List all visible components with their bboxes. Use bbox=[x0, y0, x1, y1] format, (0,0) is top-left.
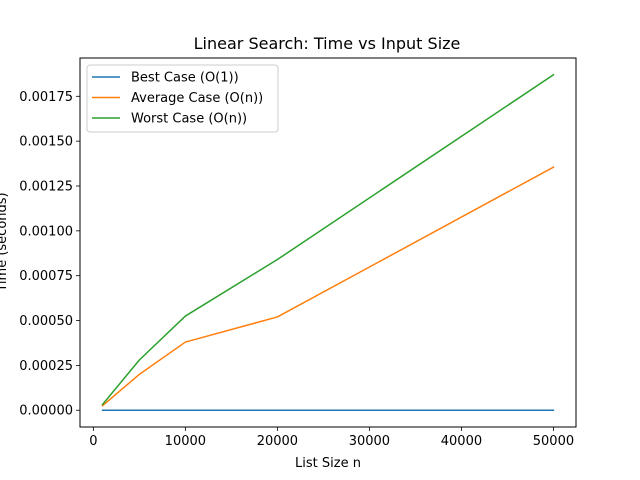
legend: Best Case (O(1)) Average Case (O(n)) Worst… bbox=[86, 64, 279, 133]
legend-label-2: Average Case (O(n)) bbox=[131, 91, 263, 106]
x-tick-label: 40000 bbox=[441, 434, 482, 449]
x-tick-label: 0 bbox=[89, 434, 97, 449]
y-tick-label: 0.00150 bbox=[19, 135, 73, 150]
series-line-3 bbox=[101, 73, 555, 406]
x-tick-label: 10000 bbox=[165, 434, 206, 449]
y-tick-label: 0.00100 bbox=[19, 224, 73, 239]
x-axis-ticks: 0 10000 20000 30000 40000 50000 bbox=[89, 427, 574, 449]
y-axis-label: Time (seconds) bbox=[0, 192, 10, 292]
plot-frame bbox=[79, 57, 577, 428]
x-axis-label: List Size n bbox=[295, 456, 361, 471]
chart-title: Linear Search: Time vs Input Size bbox=[194, 34, 461, 53]
series-line-2 bbox=[101, 166, 555, 407]
y-axis-ticks: 0.00000 0.00025 0.00050 0.00075 0.00100 0.001… bbox=[19, 90, 80, 419]
y-tick-label: 0.00000 bbox=[19, 404, 73, 419]
legend-label-3: Worst Case (O(n)) bbox=[131, 112, 247, 127]
x-tick-label: 50000 bbox=[533, 434, 574, 449]
legend-label-1: Best Case (O(1)) bbox=[131, 71, 239, 86]
y-tick-label: 0.00125 bbox=[19, 179, 73, 194]
x-tick-label: 30000 bbox=[349, 434, 390, 449]
legend-box bbox=[86, 64, 279, 133]
series-layer bbox=[101, 73, 555, 411]
y-tick-label: 0.00175 bbox=[19, 90, 73, 105]
x-tick-label: 20000 bbox=[257, 434, 298, 449]
y-tick-label: 0.00050 bbox=[19, 314, 73, 329]
y-tick-label: 0.00075 bbox=[19, 269, 73, 284]
y-tick-label: 0.00025 bbox=[19, 359, 73, 374]
